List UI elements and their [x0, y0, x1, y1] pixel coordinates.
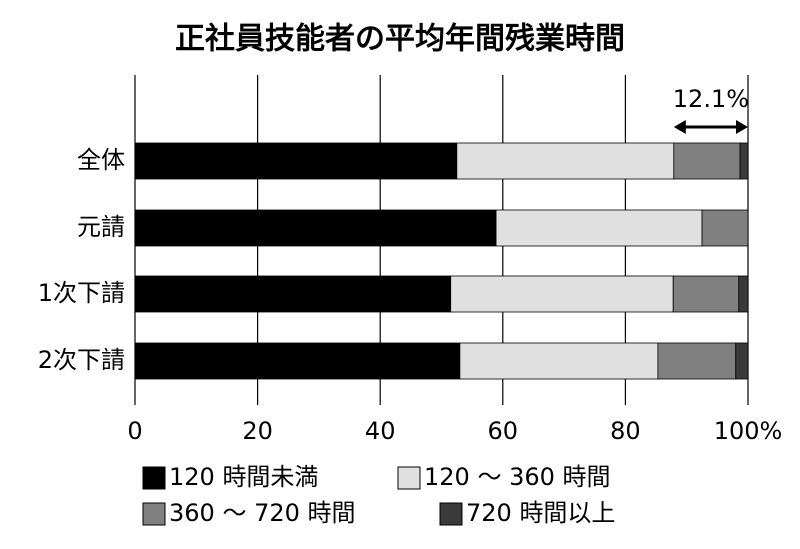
bar-segment: [495, 209, 703, 247]
chart-title: 正社員技能者の平均年間残業時間: [175, 22, 625, 57]
legend-label: 120 ～ 360 時間: [424, 463, 611, 491]
x-tick-label: 40: [365, 417, 396, 445]
bar-segment: [450, 275, 674, 313]
bar-segment: [134, 209, 497, 247]
bar-segment: [701, 209, 749, 247]
legend-label: 120 時間未満: [169, 463, 318, 491]
x-tick-label: 20: [242, 417, 273, 445]
bar-segment: [134, 275, 452, 313]
bar-segment: [673, 142, 741, 180]
bar-segment: [459, 342, 659, 380]
arrow-head: [673, 120, 686, 134]
x-tick-label: 100%: [714, 417, 783, 445]
legend-swatch: [439, 502, 463, 526]
category-label: 元請: [77, 213, 125, 241]
legend-swatch: [397, 466, 421, 490]
bar-segment: [134, 142, 458, 180]
bar-segment: [456, 142, 675, 180]
legend-label: 720 時間以上: [466, 499, 615, 527]
annotation: 12.1%: [673, 85, 749, 113]
bar-segment: [735, 342, 749, 380]
legend-swatch: [142, 466, 166, 490]
bar-segment: [657, 342, 737, 380]
legend-swatch: [142, 502, 166, 526]
x-tick-label: 0: [127, 417, 142, 445]
bar-segment: [738, 275, 749, 313]
x-tick-label: 60: [488, 417, 519, 445]
x-tick-label: 80: [610, 417, 641, 445]
bar-segment: [672, 275, 740, 313]
category-label: 1次下請: [38, 279, 125, 307]
category-label: 2次下請: [38, 346, 125, 374]
arrow-head: [736, 120, 748, 134]
legend-label: 360 ～ 720 時間: [169, 499, 356, 527]
bar-segment: [739, 142, 749, 180]
category-label: 全体: [77, 146, 125, 174]
bar-segment: [134, 342, 461, 380]
